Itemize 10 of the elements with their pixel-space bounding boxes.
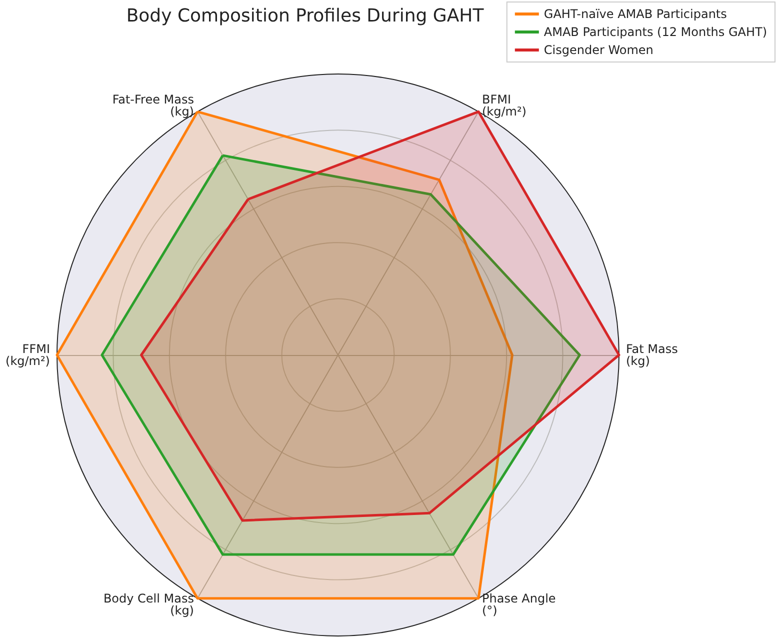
spoke-label: Body Cell Mass (kg) xyxy=(103,591,194,618)
spoke-label: Fat Mass (kg) xyxy=(626,342,678,368)
legend-label: Cisgender Women xyxy=(544,43,654,57)
legend-label: GAHT-naïve AMAB Participants xyxy=(544,7,727,21)
spoke-label: FFMI (kg/m²) xyxy=(6,342,50,368)
legend-label: AMAB Participants (12 Months GAHT) xyxy=(544,25,767,39)
spoke-label: Fat-Free Mass (kg) xyxy=(112,92,194,119)
spoke-label: BFMI (kg/m²) xyxy=(482,92,526,119)
spoke-label: Phase Angle (°) xyxy=(482,591,556,618)
chart-title: Body Composition Profiles During GAHT xyxy=(126,6,485,26)
